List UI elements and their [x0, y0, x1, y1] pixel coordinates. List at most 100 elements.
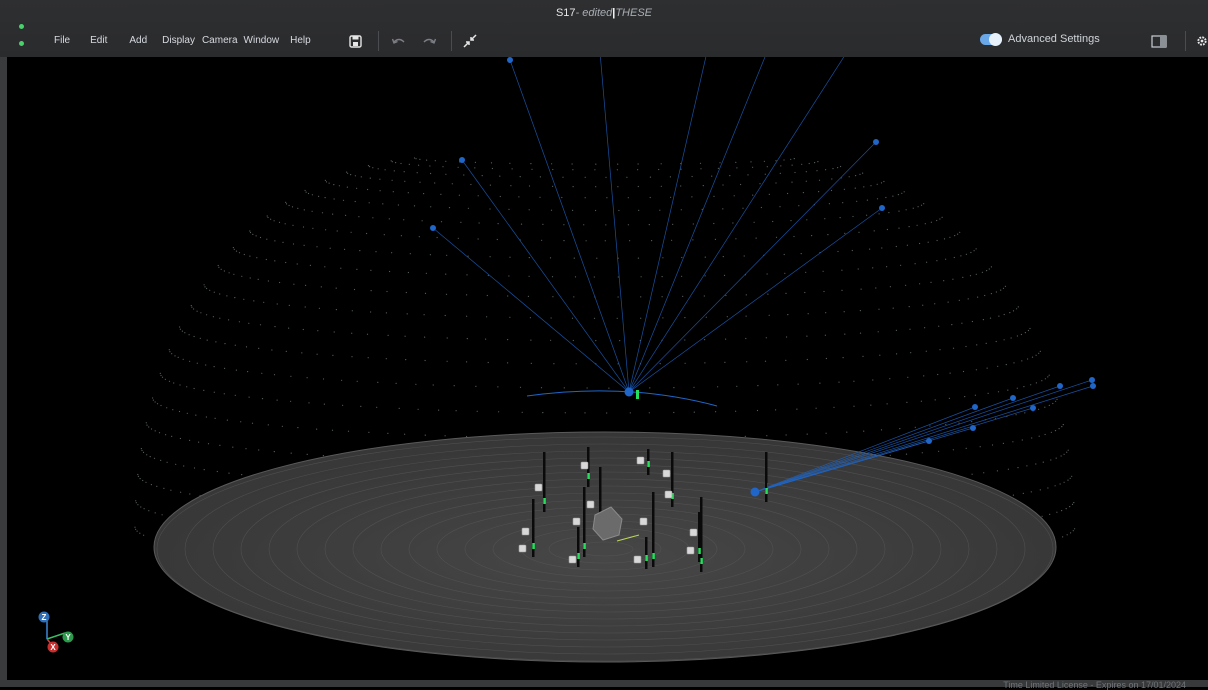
- marker-led: [765, 488, 768, 494]
- file-name: S17: [555, 7, 576, 19]
- toolbar-divider: [451, 31, 452, 51]
- marker-pole: [652, 492, 655, 567]
- marker-pole: [583, 487, 586, 557]
- marker-cube: [586, 500, 595, 509]
- camera-ray: [754, 385, 1094, 493]
- camera-ray: [628, 57, 845, 393]
- window-title: S17- edited|THESE: [0, 0, 1208, 26]
- marker-pole: [698, 512, 701, 562]
- camera-ray: [754, 407, 1034, 493]
- gear-icon: [1197, 36, 1207, 46]
- marker-led: [636, 390, 639, 399]
- menu-bar: File Edit Add Display Camera Window Help: [46, 33, 311, 49]
- camera-nodes[interactable]: [430, 57, 1096, 497]
- marker-led: [583, 543, 586, 549]
- camera-arc: [526, 390, 718, 407]
- axis-gizmo: Z Y X: [38, 611, 74, 653]
- camera-ray: [600, 57, 630, 393]
- camera-node-icon: [970, 425, 976, 431]
- marker-led: [543, 498, 546, 504]
- menu-display[interactable]: Display: [162, 35, 195, 46]
- camera-rays: [432, 57, 1094, 493]
- undo-button[interactable]: [391, 31, 407, 51]
- menu-file[interactable]: File: [54, 35, 71, 46]
- camera-ray: [754, 406, 976, 493]
- redo-button[interactable]: [421, 31, 437, 51]
- marker-led: [671, 493, 674, 499]
- camera-node-icon: [1030, 405, 1036, 411]
- menu-add[interactable]: Add: [129, 35, 148, 46]
- marker-cube: [686, 546, 695, 555]
- marker-cube: [580, 461, 589, 470]
- marker-led: [645, 555, 648, 561]
- svg-text:Z: Z: [42, 613, 47, 622]
- save-button[interactable]: [347, 31, 363, 51]
- marker-pole: [543, 452, 546, 512]
- camera-ray: [628, 57, 766, 393]
- camera-node-icon: [1057, 383, 1063, 389]
- title-separator: |: [612, 7, 616, 19]
- camera-ray: [628, 207, 883, 393]
- camera-node-icon: [430, 225, 436, 231]
- marker-led: [587, 473, 590, 479]
- camera-ray: [461, 159, 630, 393]
- marker-led: [532, 543, 535, 549]
- camera-ray: [628, 141, 877, 393]
- camera-ray: [432, 227, 630, 393]
- floor-plane: [153, 431, 1057, 663]
- marker-cube: [633, 555, 642, 564]
- marker-led: [700, 558, 703, 564]
- marker-led: [577, 553, 580, 559]
- status-dots-icon: [18, 24, 26, 50]
- y-axis-icon: [62, 631, 74, 643]
- status-bar: [0, 680, 1208, 687]
- camera-node-icon: [624, 387, 634, 397]
- camera-node-icon: [750, 487, 760, 497]
- camera-node-icon: [1089, 377, 1095, 383]
- marker-pole: [700, 497, 703, 572]
- marker-pole: [765, 457, 768, 502]
- marker-cube: [518, 544, 527, 553]
- camera-ray: [754, 379, 1093, 493]
- camera-ray: [754, 397, 1014, 493]
- marker-pole: [671, 452, 674, 507]
- menu-window[interactable]: Window: [243, 35, 280, 46]
- marker-cube: [664, 490, 673, 499]
- svg-text:Y: Y: [65, 633, 71, 642]
- marker-cubes: [518, 456, 698, 564]
- x-axis-icon: [47, 641, 59, 653]
- panel-layout-button[interactable]: [1150, 31, 1168, 51]
- toolbar-divider: [1185, 31, 1186, 51]
- marker-cube: [521, 527, 530, 536]
- advanced-settings: Advanced Settings: [980, 32, 1100, 46]
- marker-led: [652, 553, 655, 559]
- collapse-button[interactable]: [462, 31, 478, 51]
- marker-cube: [636, 456, 645, 465]
- marker-pole: [645, 537, 648, 569]
- 3d-viewport[interactable]: Z Y X: [7, 57, 1208, 680]
- camera-node-icon: [1010, 395, 1016, 401]
- camera-ray: [509, 59, 630, 393]
- marker-led: [647, 461, 650, 467]
- marker-pole: [577, 527, 580, 567]
- menu-camera[interactable]: Camera: [201, 35, 238, 46]
- top-bar: S17- edited|THESE File Edit Add Display …: [0, 0, 1208, 57]
- marker-cube: [568, 555, 577, 564]
- camera-node-icon: [926, 438, 932, 444]
- settings-button[interactable]: [1196, 31, 1208, 51]
- camera-node-icon: [1090, 383, 1096, 389]
- menu-edit[interactable]: Edit: [90, 35, 108, 46]
- camera-node-icon: [459, 157, 465, 163]
- menu-help[interactable]: Help: [290, 35, 311, 46]
- marker-cube: [534, 483, 543, 492]
- advanced-settings-toggle[interactable]: [980, 32, 1002, 46]
- toolbar-divider: [378, 31, 379, 51]
- z-axis-icon: [38, 611, 50, 623]
- svg-text:X: X: [50, 643, 56, 652]
- marker-led: [698, 548, 701, 554]
- advanced-settings-label: Advanced Settings: [1008, 33, 1100, 45]
- project-name: THESE: [615, 7, 653, 19]
- scene-canvas[interactable]: [7, 57, 1208, 680]
- camera-ray: [628, 57, 707, 393]
